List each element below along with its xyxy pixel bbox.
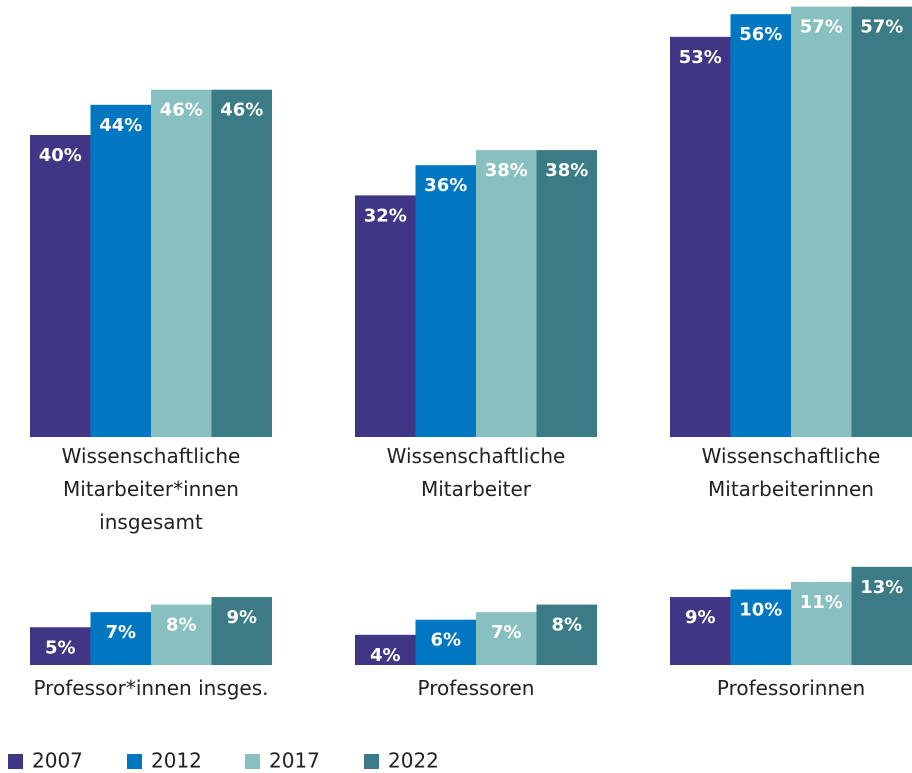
bar [415, 619, 476, 665]
category-label: Wissenschaftliche Mitarbeiterinnen [701, 444, 881, 501]
value-label: 57% [800, 17, 843, 38]
value-label: 38% [485, 160, 528, 181]
bar [90, 104, 151, 438]
bar [730, 589, 791, 665]
value-label: 11% [800, 592, 843, 613]
bar [791, 581, 852, 665]
value-label: 7% [105, 622, 136, 643]
category-label: Professor*innen insges. [33, 676, 269, 700]
bar [851, 6, 912, 438]
value-label: 10% [739, 600, 782, 621]
bar [211, 597, 272, 665]
value-label: 46% [220, 100, 263, 121]
value-label: 36% [424, 175, 467, 196]
bar [791, 6, 852, 438]
bar [211, 89, 272, 437]
value-label: 6% [430, 630, 461, 651]
bar [355, 195, 416, 437]
bar [670, 36, 731, 437]
legend-swatch [127, 754, 142, 769]
bar [851, 566, 912, 665]
legend-swatch [364, 754, 379, 769]
value-label: 4% [370, 645, 401, 666]
bar [30, 627, 91, 665]
legend-label: 2017 [269, 749, 320, 773]
legend-label: 2012 [151, 749, 202, 773]
value-label: 40% [39, 145, 82, 166]
category-label: Professoren [417, 676, 535, 700]
value-label: 13% [860, 577, 903, 598]
bar [476, 612, 537, 665]
bar [536, 604, 597, 665]
value-label: 8% [166, 615, 197, 636]
legend-label: 2007 [32, 749, 83, 773]
bar [476, 150, 537, 437]
category-label: Wissenschaftliche Mitarbeiter [386, 444, 566, 501]
value-label: 9% [226, 607, 257, 628]
value-label: 38% [545, 160, 588, 181]
bar [536, 150, 597, 437]
bar [151, 89, 212, 437]
value-label: 44% [99, 115, 142, 136]
value-label: 32% [364, 205, 407, 226]
legend-swatch [8, 754, 23, 769]
value-label: 9% [685, 607, 716, 628]
value-label: 46% [160, 100, 203, 121]
value-label: 5% [45, 637, 76, 658]
bar [670, 597, 731, 665]
value-label: 56% [739, 24, 782, 45]
bar [730, 14, 791, 437]
bar [90, 612, 151, 665]
value-label: 7% [491, 622, 522, 643]
value-label: 57% [860, 17, 903, 38]
legend-label: 2022 [388, 749, 439, 773]
category-label: Professorinnen [716, 676, 866, 700]
bar [151, 604, 212, 665]
legend-swatch [245, 754, 260, 769]
value-label: 8% [551, 615, 582, 636]
bar [415, 165, 476, 437]
bar [355, 634, 416, 665]
category-label: Wissenschaftliche Mitarbeiter*innen insg… [61, 444, 241, 534]
bar [30, 135, 91, 437]
value-label: 53% [679, 47, 722, 68]
